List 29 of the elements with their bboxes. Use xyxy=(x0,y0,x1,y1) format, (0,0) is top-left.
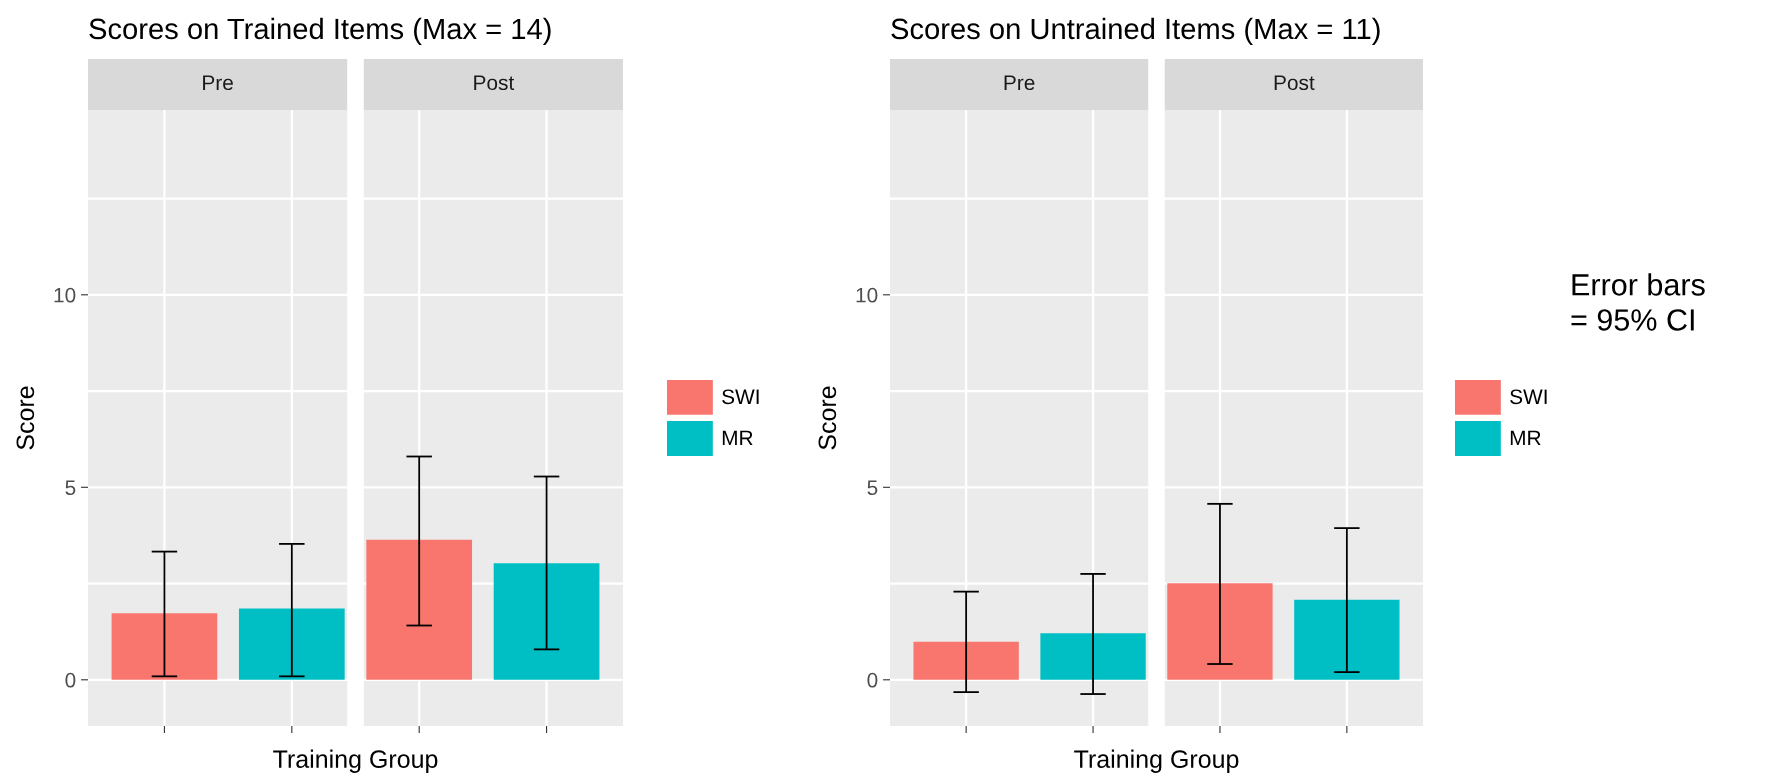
chart-title: Scores on Untrained Items (Max = 11) xyxy=(891,17,1380,45)
legend-label: MR xyxy=(722,430,753,446)
bar xyxy=(1040,633,1146,680)
text: Error bars = 95% CI xyxy=(1571,273,1705,331)
text: Pre xyxy=(1004,75,1035,91)
chart-title: Scores on Trained Items (Max = 14) xyxy=(89,17,551,45)
bar xyxy=(1294,599,1400,680)
x-axis-title: Training Group xyxy=(273,749,438,773)
bar xyxy=(366,539,473,680)
y-axis-title: Score xyxy=(16,386,35,450)
bar xyxy=(493,563,600,680)
legend-label: SWI xyxy=(1510,389,1547,405)
text: Post xyxy=(474,75,515,91)
x-axis-title: Training Group xyxy=(1074,749,1239,773)
y-tick-label: 10 xyxy=(54,287,76,303)
legend-label: MR xyxy=(1510,430,1541,446)
bar xyxy=(1167,583,1273,680)
y-tick-label: 0 xyxy=(65,672,76,688)
y-tick-label: 10 xyxy=(856,287,878,303)
y-tick-label: 5 xyxy=(867,480,878,496)
bar xyxy=(111,613,218,680)
y-tick-label: 5 xyxy=(65,480,76,496)
text: Pre xyxy=(203,75,233,91)
legend-label: SWI xyxy=(722,389,759,405)
text: Post xyxy=(1274,75,1315,91)
bar xyxy=(913,641,1019,680)
y-tick-label: 0 xyxy=(867,672,878,688)
bar xyxy=(238,608,345,680)
y-axis-title: Score xyxy=(818,386,837,450)
